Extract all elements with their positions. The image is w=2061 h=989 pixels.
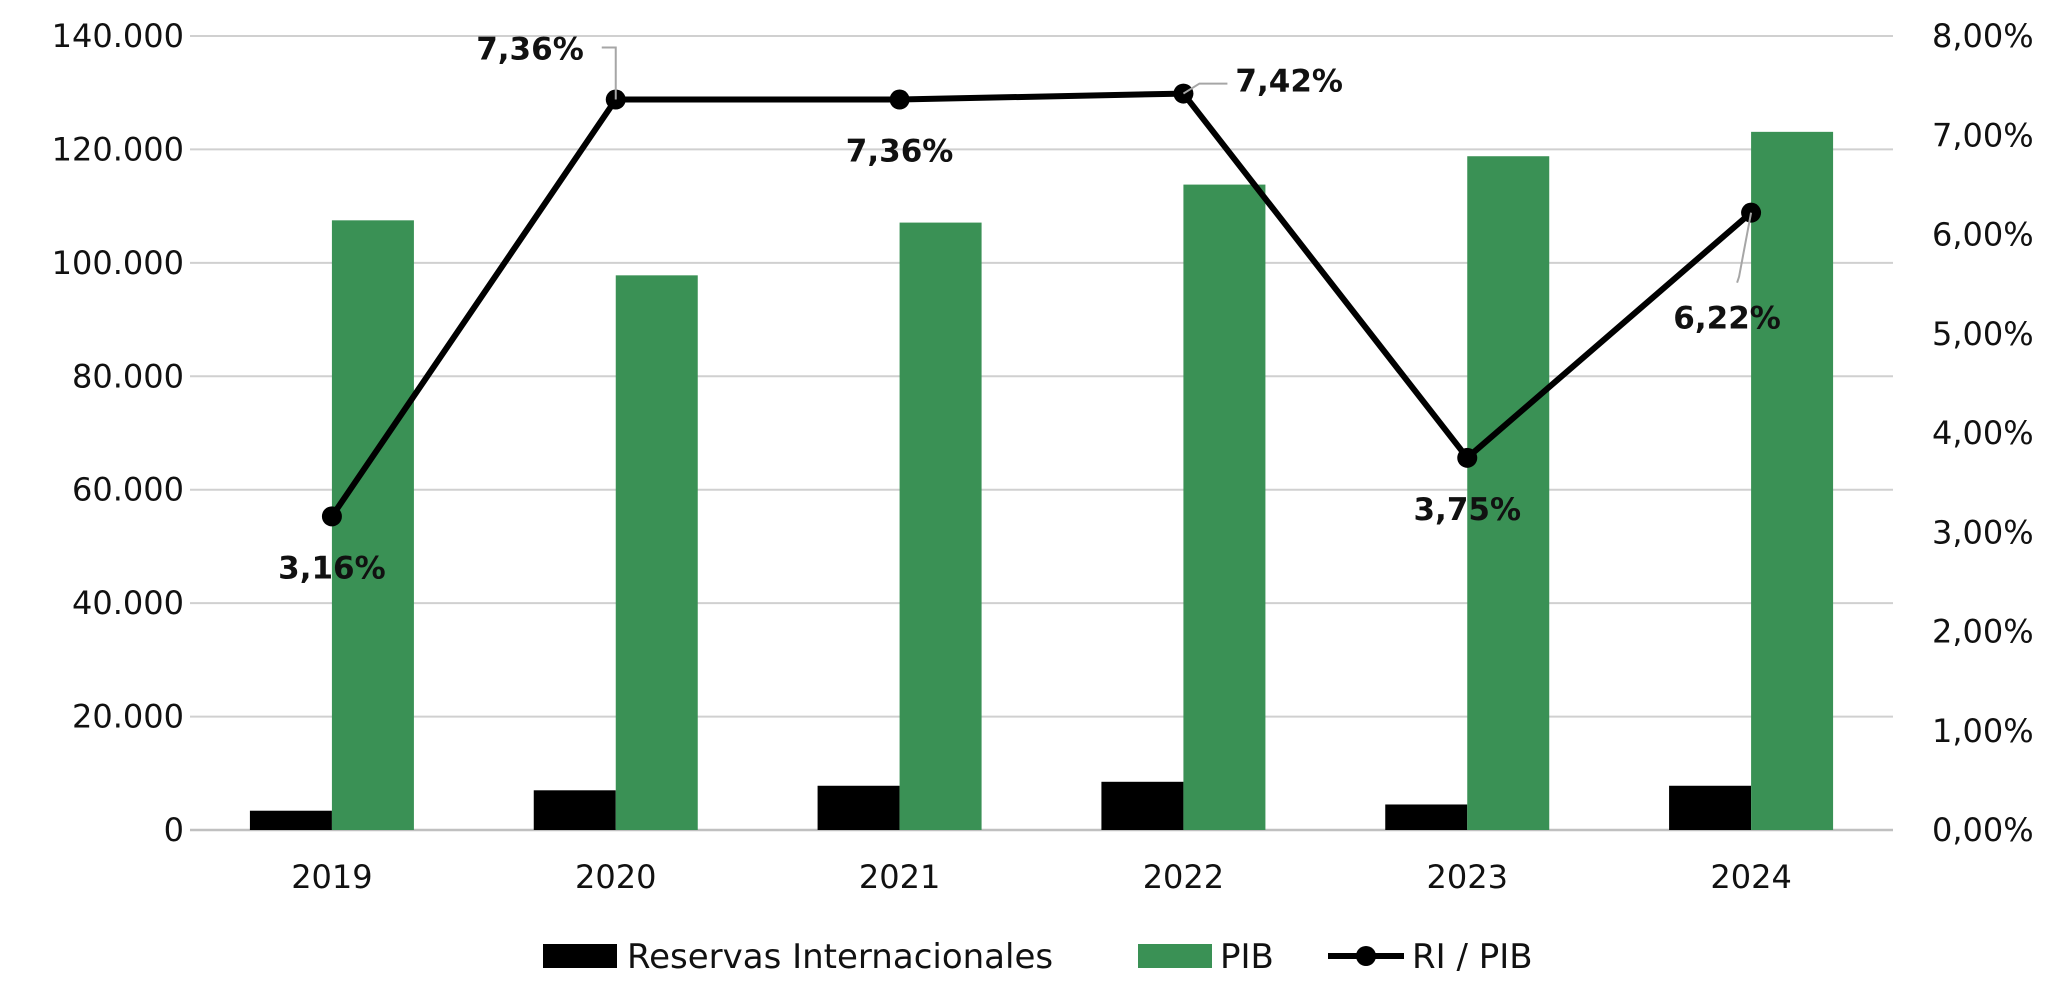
legend-label-reservas-internacionales: Reservas Internacionales <box>627 937 1053 977</box>
bar-pib <box>1467 156 1550 831</box>
bar-reservas-internacionales <box>249 810 332 830</box>
legend-swatch-pib <box>1138 944 1212 968</box>
bar-reservas-internacionales <box>533 790 616 830</box>
y-left-tick-label: 60.000 <box>72 471 184 509</box>
data-label-ri-pib: 6,22% <box>1673 301 1781 337</box>
y-right-tick-label: 7,00% <box>1932 116 2034 154</box>
y-right-tick-label: 1,00% <box>1932 712 2034 750</box>
data-label-ri-pib: 3,16% <box>278 550 386 586</box>
data-label-ri-pib: 7,36% <box>846 134 954 170</box>
bar-reservas-internacionales <box>817 785 900 830</box>
y-left-tick-label: 120.000 <box>52 130 184 168</box>
x-tick-label: 2019 <box>291 858 372 896</box>
y-left-tick-label: 100.000 <box>52 244 184 282</box>
y-right-tick-label: 0,00% <box>1932 811 2034 849</box>
bar-reservas-internacionales <box>1669 785 1752 830</box>
data-label-leader <box>1736 212 1753 283</box>
legend-label-pib: PIB <box>1220 937 1274 977</box>
bar-pib <box>899 222 982 831</box>
x-tick-label: 2022 <box>1143 858 1224 896</box>
legend-label-ri-pib: RI / PIB <box>1412 937 1533 977</box>
x-tick-label: 2021 <box>859 858 940 896</box>
y-right-tick-label: 2,00% <box>1932 613 2034 651</box>
y-left-tick-label: 40.000 <box>72 584 184 622</box>
line-point-ri-pib <box>1457 447 1478 468</box>
line-ri-pib <box>329 90 1754 519</box>
bar-reservas-internacionales <box>1385 804 1468 830</box>
x-tick-label: 2020 <box>575 858 656 896</box>
bar-pib <box>1751 131 1834 830</box>
bar-reservas-internacionales <box>1101 781 1184 830</box>
x-tick-label: 2023 <box>1427 858 1508 896</box>
y-left-tick-label: 0 <box>164 811 184 849</box>
legend-swatch-reservas-internacionales <box>543 944 617 968</box>
line-point-ri-pib <box>321 506 342 527</box>
x-tick-label: 2024 <box>1710 858 1791 896</box>
y-left-tick-label: 140.000 <box>52 17 184 55</box>
data-label-leader <box>601 46 617 100</box>
y-left-tick-label: 20.000 <box>72 698 184 736</box>
data-label-ri-pib: 7,42% <box>1235 64 1343 100</box>
bar-pib <box>1183 184 1266 830</box>
y-right-tick-label: 5,00% <box>1932 315 2034 353</box>
y-right-tick-label: 6,00% <box>1932 216 2034 254</box>
data-label-ri-pib: 7,36% <box>476 32 584 68</box>
legend-marker-ri-pib <box>1356 946 1376 966</box>
y-left-tick-label: 80.000 <box>72 357 184 395</box>
bar-pib <box>331 220 414 831</box>
line-point-ri-pib <box>889 89 910 110</box>
data-label-ri-pib: 3,75% <box>1413 492 1521 528</box>
y-right-tick-label: 3,00% <box>1932 513 2034 551</box>
y-right-tick-label: 8,00% <box>1932 17 2034 55</box>
data-label-leader <box>1182 82 1228 95</box>
y-right-tick-label: 4,00% <box>1932 414 2034 452</box>
bar-pib <box>615 275 698 830</box>
